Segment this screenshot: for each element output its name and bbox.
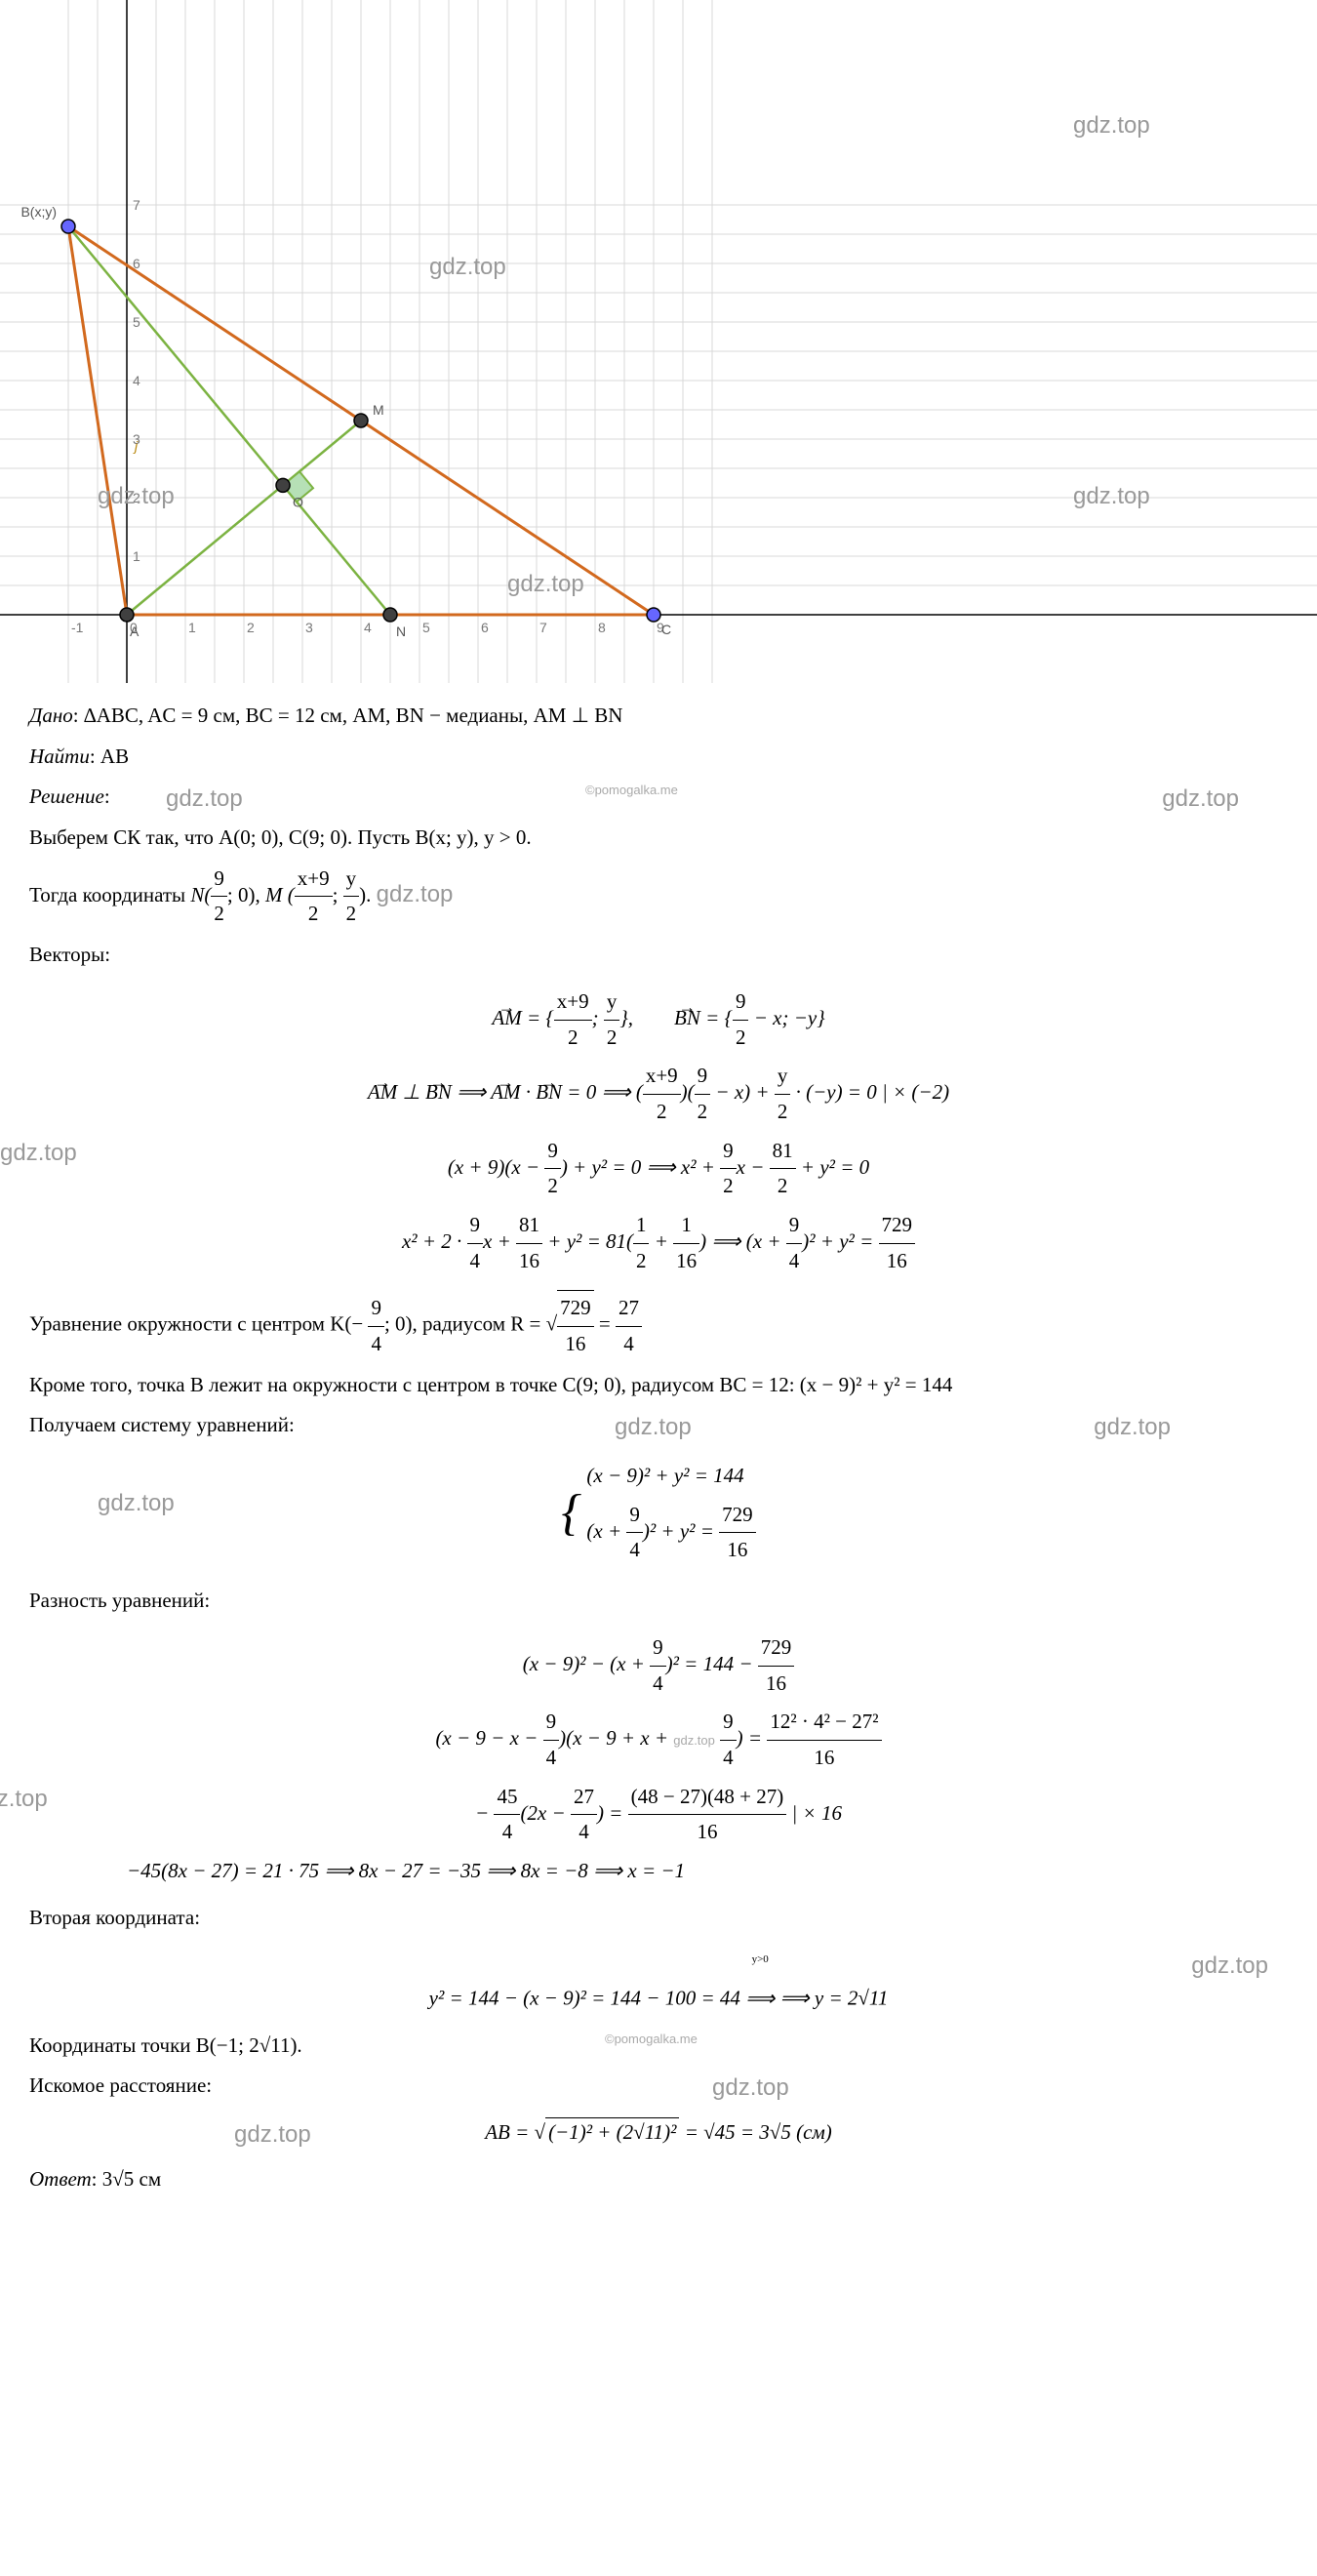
svg-text:8: 8 [598,620,606,635]
circle2: Кроме того, точка B лежит на окружности … [29,1368,1288,1403]
svg-text:C: C [661,622,671,637]
diff-label: Разность уравнений: [29,1584,1288,1619]
solution-line: Решение: gdz.top ©pomogalka.me gdz.top [29,780,1288,815]
svg-text:3: 3 [305,620,313,635]
ck-line: Выберем СК так, что A(0; 0), C(9; 0). Пу… [29,821,1288,856]
wm-text: gdz.top [1191,1947,1268,1987]
answer-line: Ответ: 3√5 см [29,2162,1288,2197]
dist-eq: gdz.top AB = √(−1)² + (2√11)² = √45 = 3√… [29,2115,1288,2151]
svg-text:4: 4 [364,620,372,635]
given-body: : ∆ABC, AC = 9 см, BC = 12 см, AM, BN − … [73,704,623,727]
svg-text:1: 1 [188,620,196,635]
svg-text:5: 5 [422,620,430,635]
wm-text: gdz.top [0,1780,48,1820]
svg-text:5: 5 [133,314,140,330]
wm-text: gdz.top [377,881,454,907]
pomogalka-wm: ©pomogalka.me [605,2029,698,2050]
svg-text:1: 1 [133,548,140,564]
svg-text:-1: -1 [71,620,84,635]
svg-text:6: 6 [481,620,489,635]
wm-text: gdz.top [98,1484,175,1524]
find-line: Найти: AB [29,740,1288,775]
svg-text:M: M [373,402,384,418]
second-coord-eq: y² = 144 − (x − 9)² = 144 − 100 = 44 y>0… [29,1947,1288,2016]
circle1: Уравнение окружности с центром K(− 94; 0… [29,1290,1288,1361]
given-line: Дано: ∆ABC, AC = 9 см, BC = 12 см, AM, B… [29,699,1288,734]
wm-text: gdz.top [166,780,243,820]
pomogalka-wm: ©pomogalka.me [585,780,678,801]
system-label: Получаем систему уравнений: gdz.top gdz.… [29,1408,1288,1443]
vectors-eq: AM = {x+92; y2}, BN = {92 − x; −y} AM ⊥ … [29,985,1288,1279]
svg-text:N: N [396,624,406,639]
solution-label: Решение [29,785,104,808]
second-coord-label: Вторая координата: [29,1901,1288,1936]
svg-text:7: 7 [133,197,140,213]
dist-label: Искомое расстояние: [29,2073,212,2097]
wm-text: gdz.top [1162,780,1239,820]
find-label: Найти [29,745,90,768]
diff-eq: (x − 9)² − (x + 94)² = 144 − 72916 (x − … [29,1630,1288,1889]
coords-b-line: Координаты точки B(−1; 2√11). ©pomogalka… [29,2029,1288,2064]
wm-text: gdz.top [234,2115,311,2155]
svg-text:6: 6 [133,256,140,271]
svg-text:4: 4 [133,373,140,388]
svg-text:2: 2 [133,490,140,505]
svg-text:2: 2 [247,620,255,635]
system-eq: gdz.top { (x − 9)² + y² = 144 (x + 94)² … [29,1455,1288,1572]
svg-text:A: A [130,624,140,639]
wm-text: gdz.top [0,1134,77,1174]
wm-text: gdz.top [712,2069,789,2109]
vectors-label: Векторы: [29,938,1288,973]
coordinate-graph: -101234567891234567jAB(x;y)CMNO gdz.topg… [0,0,1317,683]
svg-text:7: 7 [539,620,547,635]
svg-text:B(x;y): B(x;y) [20,204,57,220]
coords-line: Тогда координаты N(92; 0), M (x+92; y2).… [29,862,1288,932]
svg-text:O: O [293,494,303,509]
solution-content: Дано: ∆ABC, AC = 9 см, BC = 12 см, AM, B… [0,683,1317,2232]
wm-text: gdz.top [1094,1408,1171,1448]
wm-text: gdz.top [615,1408,692,1448]
graph-svg: -101234567891234567jAB(x;y)CMNO [0,0,1317,683]
find-body: : AB [90,745,129,768]
given-label: Дано [29,704,73,727]
